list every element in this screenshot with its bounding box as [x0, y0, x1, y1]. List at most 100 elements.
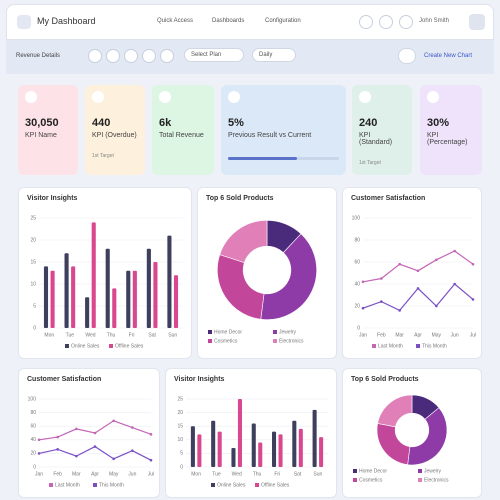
bar [197, 434, 202, 467]
bar [43, 266, 49, 328]
line-point [435, 304, 438, 308]
legend-label: Electronics [279, 338, 304, 344]
bar [298, 428, 303, 467]
phone-icon[interactable] [359, 15, 373, 29]
x-tick-label: Jan [359, 332, 367, 338]
user-name[interactable]: John Smith [419, 18, 450, 24]
tool-button[interactable] [88, 49, 102, 63]
y-tick-label: 60 [30, 424, 36, 430]
line-point [453, 249, 456, 253]
line-point [75, 454, 78, 458]
x-tick-label: Jan [35, 471, 43, 477]
kpi-card: 30,050 KPI Name [18, 85, 78, 175]
legend-label: Cosmetics [359, 477, 383, 483]
line-point [93, 445, 97, 448]
bar [258, 442, 263, 467]
progress-track [228, 157, 339, 160]
app-title: My Dashboard [37, 16, 96, 26]
bar [91, 222, 96, 328]
bar [153, 262, 158, 328]
y-tick-label: 0 [33, 464, 36, 470]
kpi-value: 440 [92, 117, 111, 129]
legend-label: Online Sales [71, 343, 100, 349]
tool-button[interactable] [160, 49, 174, 63]
chart-panel: Customer Satisfaction 0 20 40 60 80 100 Jan Feb M… [18, 368, 160, 498]
legend-swatch [93, 483, 97, 487]
x-tick-label: Tue [212, 471, 221, 477]
bar [105, 248, 110, 328]
y-tick-label: 0 [180, 464, 183, 470]
x-tick-label: Thu [253, 471, 262, 477]
x-tick-label: Fri [129, 332, 135, 338]
nav-item[interactable]: Quick Access [157, 18, 194, 24]
nav-item[interactable]: Configuration [265, 18, 301, 24]
legend-swatch [208, 330, 212, 334]
notification-icon[interactable] [379, 15, 393, 29]
legend-swatch [273, 330, 277, 334]
avatar[interactable] [469, 14, 485, 30]
line-point [149, 458, 153, 462]
line-point [112, 457, 115, 461]
nav-item[interactable]: Dashboards [212, 18, 245, 24]
tool-button[interactable] [142, 49, 156, 63]
download-button[interactable] [398, 48, 416, 64]
y-tick-label: 15 [30, 259, 36, 265]
x-tick-label: Apr [91, 471, 99, 477]
x-tick-label: Sun [313, 471, 322, 477]
bar [71, 266, 76, 328]
donut-slice [376, 423, 411, 466]
tool-button[interactable] [106, 49, 120, 63]
line-point [453, 282, 456, 286]
period-select[interactable]: Daily [252, 48, 296, 62]
legend-label: Jewelry [279, 329, 296, 335]
line-point [416, 269, 420, 273]
legend-label: Home Decor [359, 468, 387, 474]
x-tick-label: Sun [168, 332, 177, 338]
header: My Dashboard Quick Access Dashboards Con… [6, 4, 494, 40]
kpi-label: KPI (Overdue) [92, 132, 137, 139]
legend-label: Last Month [378, 343, 403, 349]
y-tick-label: 40 [30, 437, 36, 443]
bar [237, 399, 242, 467]
bar [50, 270, 55, 328]
chart-panel: Customer Satisfaction 0 20 40 60 80 100 Jan Feb M… [342, 187, 482, 359]
bar [146, 248, 151, 328]
plan-select[interactable]: Select Plan [184, 48, 244, 62]
chart-title: Customer Satisfaction [27, 376, 102, 383]
line-point [471, 262, 475, 266]
line-point [361, 280, 365, 284]
kpi-value: 240 [359, 117, 378, 129]
y-tick-label: 20 [177, 410, 183, 416]
chart: 0 20 40 60 80 100 Jan Feb Mar Apr May Jun Jul Last Mo… [352, 215, 477, 349]
filter-label[interactable]: Revenue Details [16, 53, 61, 59]
x-tick-label: Feb [53, 471, 62, 477]
donut-slice [260, 233, 317, 320]
y-tick-label: 40 [354, 281, 360, 287]
bar [173, 275, 179, 328]
kpi-card: 440 KPI (Overdue) 1st Target [85, 85, 145, 175]
y-tick-label: 10 [177, 437, 183, 443]
bar [64, 253, 69, 328]
line-point [471, 298, 475, 301]
y-tick-label: 20 [354, 303, 360, 309]
menu-button[interactable] [17, 15, 31, 29]
chart: 0 5 10 15 20 25 Mon Tue Wed Thu Fri Sat Sun Online Sa… [177, 396, 328, 488]
legend-swatch [353, 469, 357, 473]
kpi-label: Previous Result vs Current [228, 132, 312, 139]
create-chart-button[interactable]: Create New Chart [424, 53, 473, 59]
message-icon[interactable] [399, 15, 413, 29]
legend-label: Offline Sales [261, 482, 290, 488]
legend-label: Cosmetics [214, 338, 238, 344]
chart-panel: Visitor Insights 0 5 10 15 20 25 Mon Tue Wed Thu Fr… [165, 368, 337, 498]
kpi-card: 6k Total Revenue [152, 85, 214, 175]
chart-title: Customer Satisfaction [351, 195, 426, 202]
kpi-card: 30% KPI (Percentage) [420, 85, 482, 175]
kpi-value: 30% [427, 117, 450, 129]
tool-button[interactable] [124, 49, 138, 63]
chart-title: Top 6 Sold Products [351, 376, 419, 383]
line-point [37, 452, 41, 455]
chart: 0 20 40 60 80 100 Jan Feb Mar Apr May Jun Jul Last Mo… [28, 396, 155, 488]
donut-slice [217, 254, 265, 320]
line-point [112, 419, 115, 423]
line-point [398, 262, 401, 266]
